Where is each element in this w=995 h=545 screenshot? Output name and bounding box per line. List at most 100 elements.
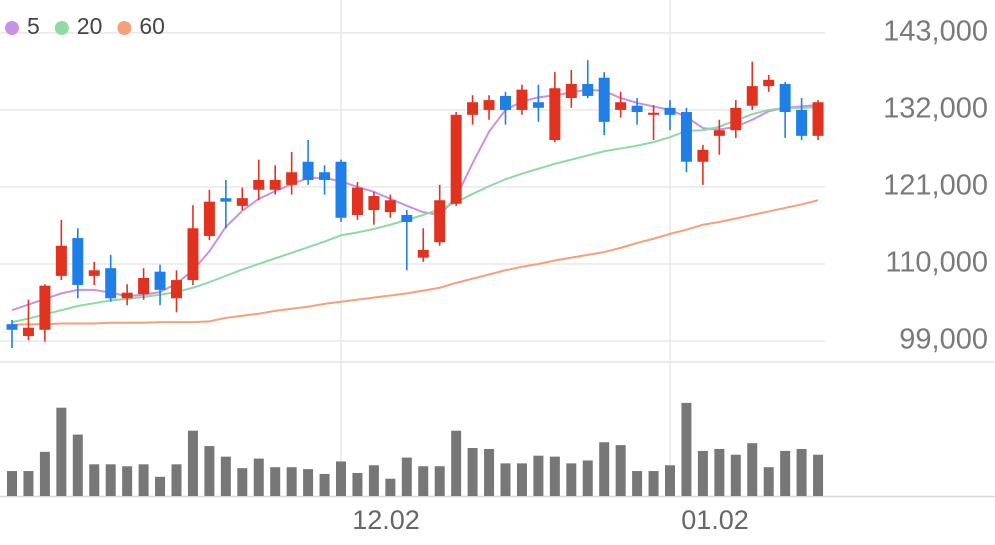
legend-label: 5 (27, 13, 40, 39)
volume-bar (681, 402, 692, 496)
candle-body (680, 112, 692, 162)
candle-body (467, 102, 479, 115)
legend-marker (54, 21, 69, 35)
volume-bar (780, 450, 791, 496)
volume-bar (549, 456, 560, 496)
candle-body (55, 245, 67, 276)
candle-body (664, 107, 676, 115)
legend-marker (5, 21, 19, 35)
volume-bar (204, 446, 215, 496)
volume-bar (105, 464, 116, 496)
candle-body (121, 292, 133, 299)
candle-body (401, 214, 413, 222)
volume-bar (632, 471, 643, 496)
y-tick-label: 110,000 (885, 247, 988, 279)
y-tick-label: 143,000 (883, 16, 988, 48)
volume-bar (7, 471, 17, 496)
candles (6, 60, 824, 348)
candle-body (500, 95, 511, 110)
candle-body (779, 84, 791, 113)
y-tick-label: 121,000 (883, 170, 988, 202)
candle-body (319, 172, 331, 180)
candle-body (796, 109, 808, 136)
candle-body (598, 77, 610, 122)
candle-body (22, 327, 34, 337)
volume-bar (467, 448, 478, 496)
volume-bar (155, 476, 166, 496)
volume-bar (336, 461, 346, 496)
candle-body (335, 161, 347, 218)
volume-bar (171, 464, 182, 496)
candle-body (746, 86, 758, 106)
candle-body (697, 149, 709, 162)
candle-body (6, 324, 18, 330)
candle-body (549, 88, 561, 141)
x-tick-label: 12.02 (352, 505, 420, 535)
moving-averages (11, 88, 819, 326)
candle-body (812, 102, 824, 136)
volume-bar (303, 469, 314, 496)
y-tick-label: 99,000 (899, 324, 988, 356)
volume-bar (500, 463, 511, 496)
volume-bar (813, 454, 824, 496)
volume-bar (665, 465, 675, 496)
candle-body (88, 270, 100, 276)
volume-bar (418, 466, 429, 496)
candle-body (302, 161, 314, 180)
volume-bar (237, 468, 248, 496)
y-tick-label: 132,000 (883, 93, 988, 125)
candle-body (220, 198, 232, 202)
legend-label: 20 (77, 13, 103, 39)
candle-body (434, 200, 446, 243)
volume-bar (286, 467, 297, 496)
candle-body (171, 280, 182, 299)
candle-body (565, 84, 577, 99)
candle-body (236, 198, 248, 206)
candle-body (631, 105, 643, 113)
volume-bar (89, 464, 100, 496)
volume-bar (352, 472, 363, 496)
legend: 5 20 60 (5, 13, 165, 39)
volume-bar (253, 458, 264, 496)
volume-bar (533, 455, 544, 496)
volume-bar (23, 471, 34, 496)
volume-bar (368, 465, 379, 496)
candle-body (39, 285, 51, 330)
volume-bar (220, 456, 231, 496)
ma-line (11, 88, 819, 312)
candle-body (730, 107, 742, 131)
volume-bar (730, 454, 741, 496)
volume-bar (385, 478, 396, 496)
candle-body (187, 228, 199, 281)
grid (0, 0, 825, 496)
legend-label: 60 (139, 13, 165, 39)
volume-panel (7, 402, 824, 496)
x-tick-label: 01.02 (681, 505, 749, 535)
candle-body (648, 112, 660, 115)
candle-body (450, 114, 462, 204)
legend-marker (117, 21, 132, 35)
candle-body (351, 187, 363, 215)
candle-body (384, 200, 396, 213)
volume-bar (516, 463, 527, 496)
candle-body (615, 102, 627, 110)
volume-bar (39, 451, 50, 496)
candle-body (713, 130, 725, 136)
volume-bar (434, 466, 445, 496)
candle-body (154, 271, 166, 290)
volume-bar (187, 430, 198, 496)
volume-bar (615, 445, 626, 496)
candle-body (368, 196, 380, 211)
candle-body (105, 268, 117, 299)
candle-body (483, 100, 495, 110)
volume-bar (319, 473, 330, 496)
candle-body (203, 201, 215, 236)
candle-body (269, 179, 281, 190)
candle-body (417, 249, 429, 258)
volume-bar (56, 407, 67, 496)
volume-bar (566, 463, 577, 496)
candle-body (582, 84, 594, 96)
volume-bar (697, 450, 708, 496)
volume-bar (72, 434, 83, 496)
volume-bar (484, 448, 495, 496)
